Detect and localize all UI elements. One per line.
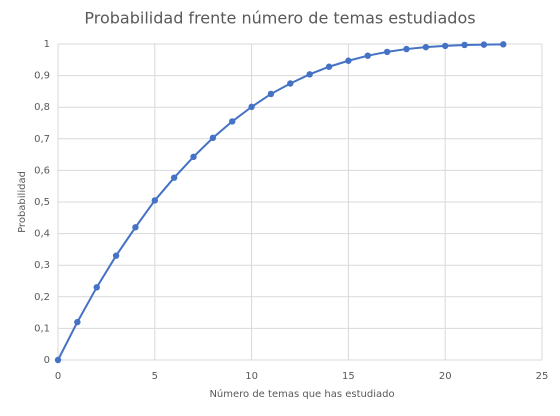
y-tick-label: 0 bbox=[44, 355, 50, 366]
y-tick-label: 1 bbox=[44, 39, 50, 50]
data-point bbox=[209, 134, 217, 142]
series-line bbox=[57, 43, 504, 361]
data-point bbox=[170, 174, 178, 181]
data-point bbox=[403, 45, 410, 53]
data-point bbox=[325, 63, 333, 70]
y-tick-label: 0,4 bbox=[34, 229, 50, 240]
x-axis-label: Número de temas que has estudiado bbox=[209, 388, 394, 400]
y-axis-label: Probabilidad bbox=[17, 171, 28, 233]
data-point bbox=[364, 52, 371, 59]
x-tick-label: 10 bbox=[245, 371, 258, 382]
x-tick-label: 15 bbox=[342, 371, 355, 382]
chart-title: Probabilidad frente número de temas estu… bbox=[84, 9, 475, 28]
x-tick-label: 5 bbox=[152, 371, 158, 382]
data-point bbox=[112, 252, 120, 259]
data-point bbox=[93, 284, 100, 291]
data-point bbox=[248, 103, 255, 111]
y-tick-label: 0,3 bbox=[34, 260, 50, 271]
data-point bbox=[461, 41, 468, 49]
y-tick-label: 0,9 bbox=[34, 71, 50, 82]
data-point bbox=[229, 118, 236, 125]
data-point bbox=[267, 90, 275, 98]
y-tick-label: 0,5 bbox=[34, 197, 50, 208]
y-tick-label: 0,7 bbox=[34, 134, 50, 145]
data-point bbox=[442, 42, 449, 50]
data-point bbox=[190, 153, 197, 161]
y-tick-label: 0,2 bbox=[34, 292, 50, 303]
data-point bbox=[132, 224, 139, 231]
x-tick-label: 20 bbox=[439, 371, 452, 382]
data-point bbox=[480, 41, 488, 48]
y-tick-label: 0,6 bbox=[34, 165, 50, 176]
x-tick-label: 25 bbox=[536, 371, 549, 382]
data-point bbox=[306, 71, 313, 78]
x-tick-label: 0 bbox=[55, 371, 61, 382]
data-point bbox=[500, 41, 507, 48]
data-point bbox=[383, 48, 391, 56]
y-tick-label: 0,8 bbox=[34, 102, 50, 113]
data-point bbox=[345, 57, 352, 64]
data-point bbox=[287, 80, 294, 87]
data-point bbox=[54, 356, 62, 364]
data-point bbox=[151, 197, 158, 204]
data-point bbox=[422, 43, 430, 51]
y-tick-label: 0,1 bbox=[34, 323, 50, 334]
data-point bbox=[74, 318, 81, 326]
